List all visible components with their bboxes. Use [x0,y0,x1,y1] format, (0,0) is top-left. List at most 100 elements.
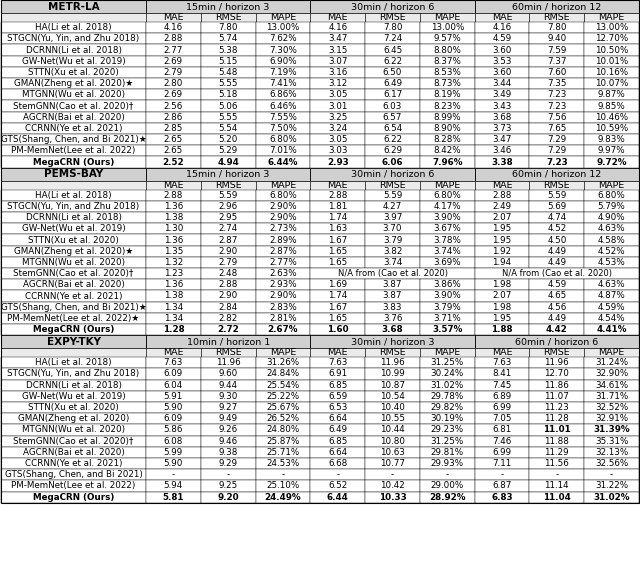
Bar [584,201,639,212]
Text: MAE: MAE [492,181,512,189]
Text: 6.80%: 6.80% [598,190,625,200]
Text: 4.42: 4.42 [546,325,568,334]
Bar [365,78,420,89]
Bar [255,380,310,391]
Text: 7.01%: 7.01% [269,146,297,155]
Bar [146,100,201,112]
Text: 7.29: 7.29 [547,146,566,155]
Text: 6.44: 6.44 [327,493,349,501]
Text: 2.82: 2.82 [218,314,238,323]
Text: 5.59: 5.59 [218,190,238,200]
Bar [475,0,639,13]
Bar [1,268,146,279]
Text: GTS(Shang, Chen, and Bi 2021)★: GTS(Shang, Chen, and Bi 2021)★ [1,135,147,144]
Bar [255,189,310,201]
Bar [475,181,529,189]
Text: MAE: MAE [328,348,348,357]
Text: 1.36: 1.36 [164,236,183,244]
Text: 1.88: 1.88 [492,325,513,334]
Bar [584,112,639,123]
Bar [420,279,475,291]
Text: 25.22%: 25.22% [266,392,300,401]
Text: 7.80: 7.80 [218,23,238,32]
Bar [584,245,639,257]
Text: 1.67: 1.67 [328,303,348,312]
Text: MAPE: MAPE [434,181,460,189]
Text: 5.79%: 5.79% [598,202,625,211]
Text: 6.54: 6.54 [383,124,402,133]
Text: 2.79: 2.79 [218,258,238,267]
Text: 4.17%: 4.17% [433,202,461,211]
Bar [584,234,639,245]
Text: MAE: MAE [328,13,348,22]
Text: 3.70: 3.70 [383,224,403,233]
Bar [1,33,146,45]
Bar [365,245,420,257]
Text: 11.96: 11.96 [216,358,241,367]
Text: 1.65: 1.65 [328,314,348,323]
Bar [420,112,475,123]
Bar [365,481,420,492]
Text: 11.29: 11.29 [545,448,569,457]
Text: 6.09: 6.09 [164,369,183,379]
Bar [201,279,255,291]
Bar [475,313,529,324]
Text: 3.07: 3.07 [328,57,348,65]
Bar [529,279,584,291]
Text: -: - [336,470,339,479]
Bar [1,481,146,492]
Bar [310,481,365,492]
Text: 10.33: 10.33 [379,493,406,501]
Bar [420,435,475,447]
Bar [475,402,529,413]
Bar [475,481,529,492]
Text: 3.43: 3.43 [492,101,512,111]
Bar [529,391,584,402]
Bar [255,223,310,234]
Bar [584,402,639,413]
Text: 3.44: 3.44 [492,79,512,88]
Text: 2.90: 2.90 [218,291,238,301]
Text: 1.65: 1.65 [328,258,348,267]
Text: 10.07%: 10.07% [595,79,628,88]
Text: MAPE: MAPE [598,348,625,357]
Bar [529,56,584,67]
Bar [146,268,201,279]
Bar [365,302,420,313]
Text: 24.80%: 24.80% [266,426,300,434]
Text: 6.50: 6.50 [383,68,402,77]
Bar [1,0,639,503]
Text: 7.60: 7.60 [547,68,566,77]
Bar [310,78,365,89]
Text: 5.74: 5.74 [218,34,238,43]
Bar [255,22,310,33]
Text: 6.91: 6.91 [328,369,348,379]
Text: 4.59%: 4.59% [598,303,625,312]
Text: MAPE: MAPE [598,13,625,22]
Bar [475,123,529,134]
Text: 4.49: 4.49 [547,314,566,323]
Text: 60min / horizon 12: 60min / horizon 12 [512,170,602,178]
Text: 2.93%: 2.93% [269,280,297,290]
Text: 7.59: 7.59 [547,46,566,54]
Bar [475,413,529,424]
Bar [420,458,475,469]
Bar [365,447,420,458]
Text: 9.29: 9.29 [219,459,237,468]
Bar [146,56,201,67]
Text: MAE: MAE [328,181,348,189]
Bar [310,413,365,424]
Bar [584,33,639,45]
Bar [529,245,584,257]
Text: 1.36: 1.36 [164,280,183,290]
Text: 6.04: 6.04 [164,381,183,390]
Bar [1,469,146,481]
Bar [475,189,529,201]
Bar [529,89,584,100]
Bar [420,67,475,78]
Text: 4.16: 4.16 [164,23,183,32]
Bar [310,402,365,413]
Bar [310,13,365,22]
Text: -: - [282,470,285,479]
Bar [201,22,255,33]
